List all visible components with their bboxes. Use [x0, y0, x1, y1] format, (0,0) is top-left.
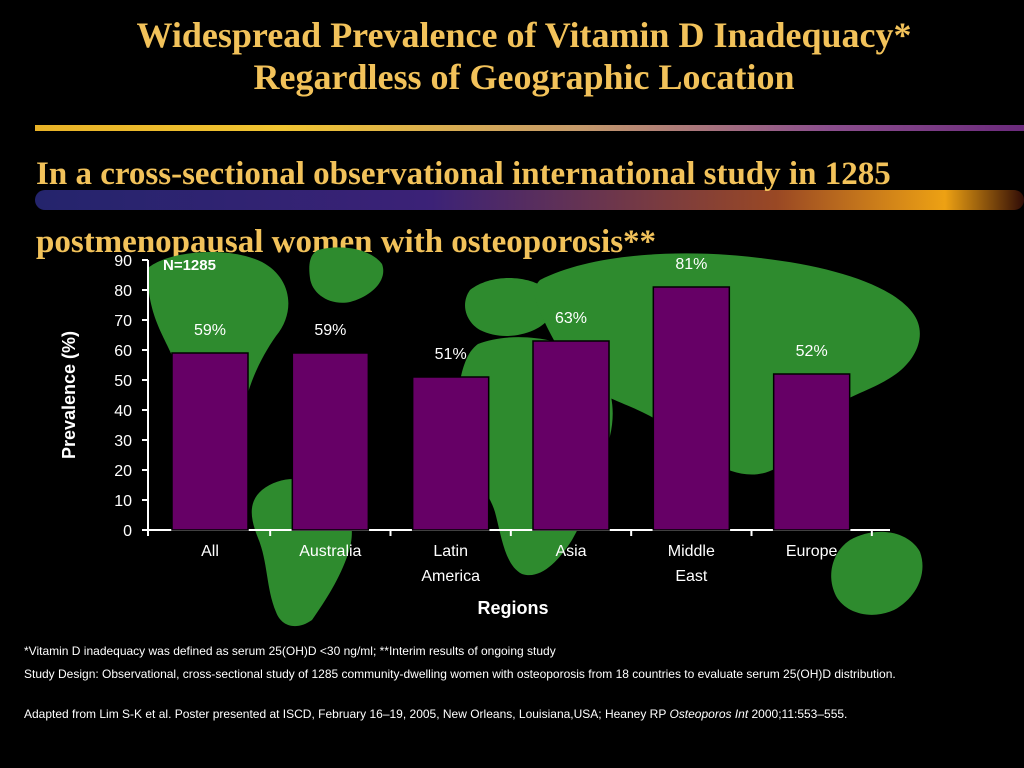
x-tick-label: All — [201, 543, 219, 560]
bar-chart: 0 10 20 30 40 50 60 70 80 90 59% All 59% Australia 51%… — [59, 247, 923, 627]
y-tick-label: 40 — [114, 403, 132, 420]
bar — [652, 286, 731, 531]
citation-text: Adapted from Lim S-K et al. Poster prese… — [24, 707, 670, 721]
greenland-shape — [309, 247, 384, 303]
europe-shape — [465, 278, 554, 336]
footnote-citation: Adapted from Lim S-K et al. Poster prese… — [24, 706, 1004, 722]
bar — [411, 376, 490, 531]
title-line-2: Regardless of Geographic Location — [253, 57, 795, 97]
y-tick-label: 0 — [123, 523, 132, 540]
x-tick-label: Australia — [299, 543, 361, 560]
bar-data-label: 59% — [314, 322, 346, 339]
decorative-glow-band — [35, 190, 1024, 210]
y-tick-label: 90 — [114, 253, 132, 270]
x-tick-label: Latin — [433, 543, 468, 560]
y-tick-label: 80 — [114, 283, 132, 300]
sample-size-annotation: N=1285 — [163, 257, 216, 274]
bar-data-label: 51% — [435, 346, 467, 363]
x-tick-label: Middle — [668, 543, 715, 560]
bar-data-label: 81% — [675, 256, 707, 273]
bar — [291, 352, 370, 531]
footnote-definition: *Vitamin D inadequacy was defined as ser… — [24, 644, 556, 658]
y-tick-label: 50 — [114, 373, 132, 390]
x-tick-label: America — [421, 568, 480, 585]
title-divider — [35, 125, 1024, 131]
bar — [532, 340, 610, 531]
citation-tail: 2000;11:553–555. — [748, 707, 848, 721]
x-axis-title: Regions — [477, 598, 548, 618]
footnote-study-design: Study Design: Observational, cross-secti… — [24, 667, 896, 681]
x-tick-label: Europe — [786, 543, 838, 560]
x-tick-label: Asia — [555, 543, 586, 560]
title-line-1: Widespread Prevalence of Vitamin D Inade… — [136, 15, 912, 55]
slide-subtitle: In a cross-sectional observational inter… — [36, 156, 891, 260]
y-tick-label: 20 — [114, 463, 132, 480]
bar-data-label: 59% — [194, 322, 226, 339]
citation-journal: Osteoporos Int — [669, 707, 749, 721]
bar-data-label: 52% — [796, 343, 828, 360]
bar-data-label: 63% — [555, 310, 587, 327]
x-tick-label: East — [675, 568, 708, 585]
y-tick-label: 10 — [114, 493, 132, 510]
bar — [772, 373, 851, 531]
y-tick-label: 60 — [114, 343, 132, 360]
y-axis-title: Prevalence (%) — [59, 331, 79, 459]
slide-title: Widespread Prevalence of Vitamin D Inade… — [0, 14, 1024, 98]
australia-shape — [831, 531, 923, 615]
y-tick-label: 70 — [114, 313, 132, 330]
plot-area: 0 10 20 30 40 50 60 70 80 90 59% All 59% Australia 51%… — [59, 253, 890, 618]
bar — [171, 352, 249, 531]
y-tick-label: 30 — [114, 433, 132, 450]
